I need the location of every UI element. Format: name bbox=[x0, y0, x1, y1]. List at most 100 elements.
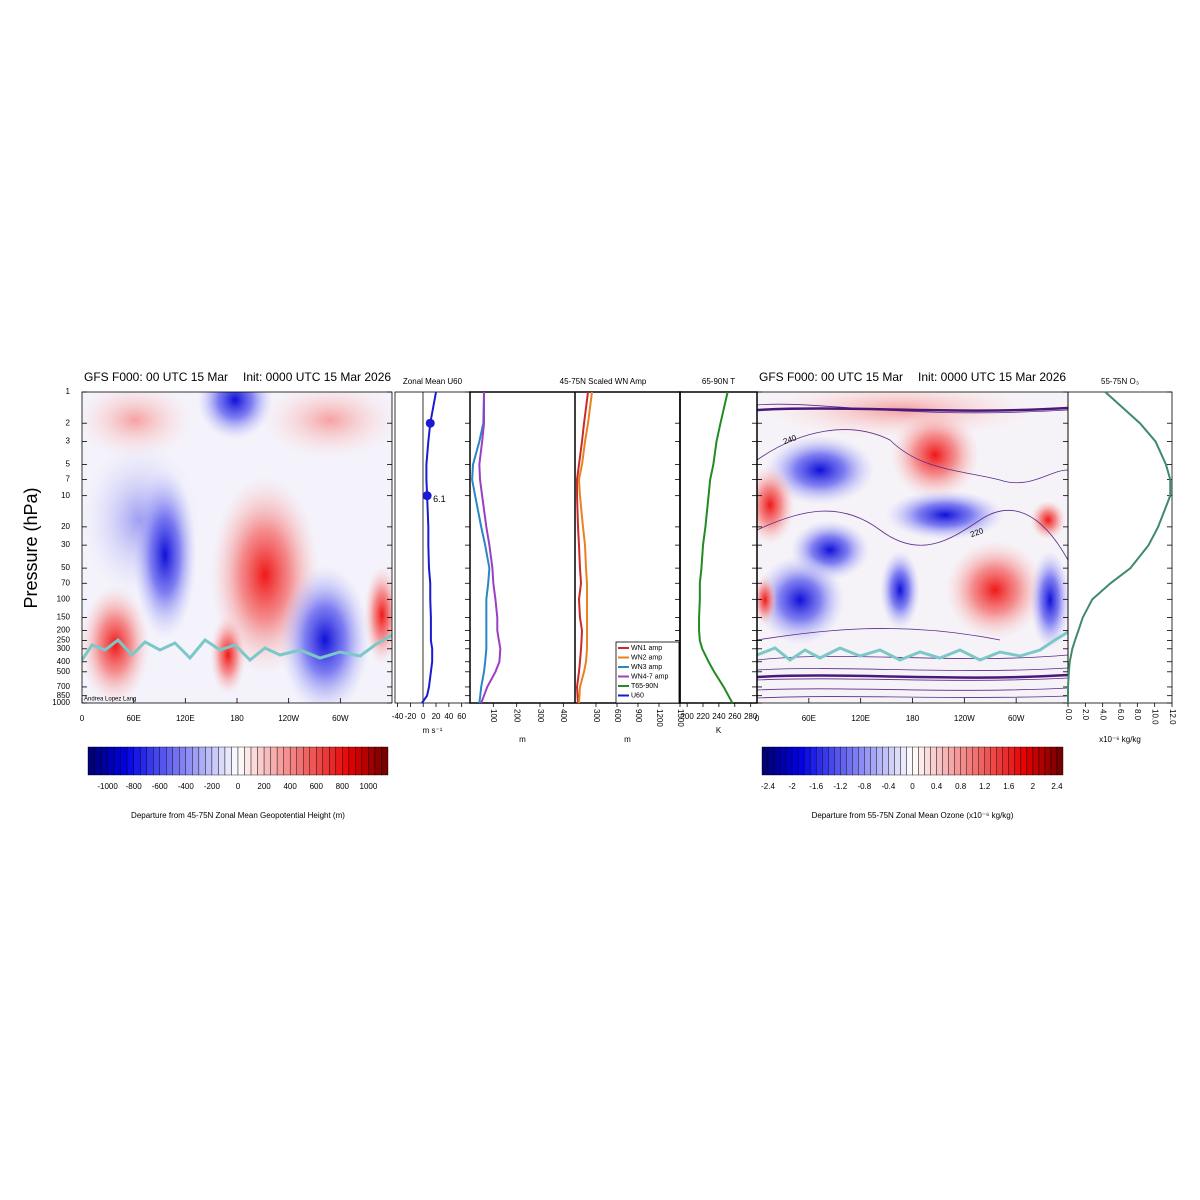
profile-line bbox=[1067, 391, 1172, 703]
x-tick-label: 100 bbox=[489, 709, 498, 723]
x-tick-label: 600 bbox=[613, 709, 622, 723]
x-axis-label: m bbox=[519, 735, 526, 744]
x-tick-label: 0 bbox=[421, 712, 426, 721]
colorbar-tick-label: 800 bbox=[336, 782, 350, 791]
colorbar-box bbox=[361, 746, 369, 776]
colorbar-tick-label: 2.4 bbox=[1051, 782, 1063, 791]
colorbar-tick-label: 600 bbox=[310, 782, 324, 791]
x-tick-label: 200 bbox=[513, 709, 522, 723]
colorbar-tick-label: -0.4 bbox=[882, 782, 896, 791]
x-tick-label: 180 bbox=[230, 714, 244, 723]
colorbar-box bbox=[355, 746, 363, 776]
legend-label: U60 bbox=[631, 692, 644, 699]
colorbar-box bbox=[335, 746, 343, 776]
colorbar-tick-label: 1.6 bbox=[1003, 782, 1015, 791]
y-tick-label: 200 bbox=[57, 626, 71, 635]
colorbar-box bbox=[924, 746, 931, 776]
colorbar-box bbox=[205, 746, 213, 776]
colorbar-box bbox=[864, 746, 871, 776]
colorbar-box bbox=[303, 746, 310, 776]
x-tick-label: 60E bbox=[802, 714, 816, 723]
colorbar-box bbox=[94, 746, 102, 776]
colorbar-box bbox=[329, 746, 337, 776]
colorbar-box bbox=[120, 746, 128, 776]
panel-subtitle: Init: 0000 UTC 15 Mar 2026 bbox=[243, 370, 391, 384]
ozone-field bbox=[757, 392, 1068, 703]
profile-line bbox=[576, 391, 590, 704]
panel-title: 55-75N O₃ bbox=[1101, 377, 1139, 386]
y-tick-label: 30 bbox=[61, 540, 70, 549]
colorbar-box bbox=[231, 746, 239, 776]
colorbar-box bbox=[107, 746, 115, 776]
colorbar-box bbox=[978, 746, 985, 776]
x-tick-label: 60W bbox=[1008, 714, 1025, 723]
x-tick-label: 10.0 bbox=[1151, 709, 1160, 725]
y-tick-label: 150 bbox=[57, 613, 71, 622]
legend-box bbox=[615, 641, 680, 704]
colorbar-box bbox=[1014, 746, 1022, 776]
credit: Andrea Lopez Lang bbox=[84, 697, 136, 703]
colorbar-tick-label: 1000 bbox=[360, 782, 378, 791]
y-tick-label: 400 bbox=[57, 657, 71, 666]
colorbar-box bbox=[972, 746, 979, 776]
colorbar-box bbox=[270, 746, 278, 776]
colorbar-tick-label: 0.8 bbox=[955, 782, 967, 791]
colorbar-box bbox=[316, 746, 323, 776]
colorbar-box bbox=[984, 746, 991, 776]
value-label: 6.1 bbox=[433, 494, 446, 504]
colorbar-box bbox=[159, 746, 167, 776]
colorbar-box bbox=[858, 746, 865, 776]
colorbar-box bbox=[773, 746, 781, 776]
colorbar-box bbox=[888, 746, 895, 776]
colorbar-box bbox=[791, 746, 799, 776]
legend-label: T65-90N bbox=[631, 683, 658, 690]
colorbar-box bbox=[257, 746, 265, 776]
x-tick-label: 1500 bbox=[676, 709, 685, 727]
colorbar-tick-label: 2 bbox=[1031, 782, 1036, 791]
colorbar-box bbox=[224, 746, 232, 776]
height-field bbox=[82, 392, 392, 703]
colorbar-box bbox=[263, 746, 271, 776]
x-tick-label: 20 bbox=[432, 712, 441, 721]
colorbar-box bbox=[906, 746, 913, 776]
x-tick-label: 6.0 bbox=[1116, 709, 1125, 721]
colorbar-box bbox=[283, 746, 291, 776]
profile-line bbox=[698, 391, 734, 704]
colorbar-box bbox=[996, 746, 1004, 776]
x-axis-label: m s⁻¹ bbox=[423, 726, 443, 735]
colorbar-tick-label: -1.6 bbox=[809, 782, 823, 791]
colorbar-box bbox=[309, 746, 317, 776]
profile-line bbox=[421, 391, 438, 704]
colorbar-box bbox=[876, 746, 883, 776]
colorbar-box bbox=[785, 746, 793, 776]
x-axis-label: K bbox=[716, 726, 722, 735]
panel-title: Zonal Mean U60 bbox=[403, 377, 463, 386]
x-axis-label: x10⁻⁶ kg/kg bbox=[1099, 735, 1141, 744]
y-tick-label: 50 bbox=[61, 563, 70, 572]
y-tick-label: 700 bbox=[57, 682, 71, 691]
colorbar-box bbox=[1044, 746, 1052, 776]
colorbar-tick-label: 200 bbox=[257, 782, 271, 791]
x-tick-label: 400 bbox=[559, 709, 568, 723]
x-tick-label: 900 bbox=[634, 709, 643, 723]
y-tick-label: 2 bbox=[66, 418, 71, 427]
contour-label: 240 bbox=[782, 433, 798, 446]
colorbar-tick-label: 1.2 bbox=[979, 782, 991, 791]
colorbar-box bbox=[244, 746, 252, 776]
x-tick-label: -20 bbox=[405, 712, 417, 721]
colorbar-box bbox=[172, 746, 180, 776]
colorbar-box bbox=[918, 746, 925, 776]
y-tick-label: 850 bbox=[57, 691, 71, 700]
contour-label: 220 bbox=[969, 526, 985, 539]
colorbar-box bbox=[930, 746, 937, 776]
colorbar-tick-label: 0 bbox=[910, 782, 915, 791]
x-tick-label: 40 bbox=[444, 712, 453, 721]
colorbar-box bbox=[840, 746, 847, 776]
y-tick-label: 250 bbox=[57, 636, 71, 645]
colorbar-box bbox=[166, 746, 173, 776]
colorbar-box bbox=[960, 746, 967, 776]
colorbar-box bbox=[822, 746, 829, 776]
x-tick-label: 260 bbox=[728, 712, 742, 721]
legend-label: WN4-7 amp bbox=[631, 673, 668, 680]
x-tick-label: -40 bbox=[392, 712, 404, 721]
